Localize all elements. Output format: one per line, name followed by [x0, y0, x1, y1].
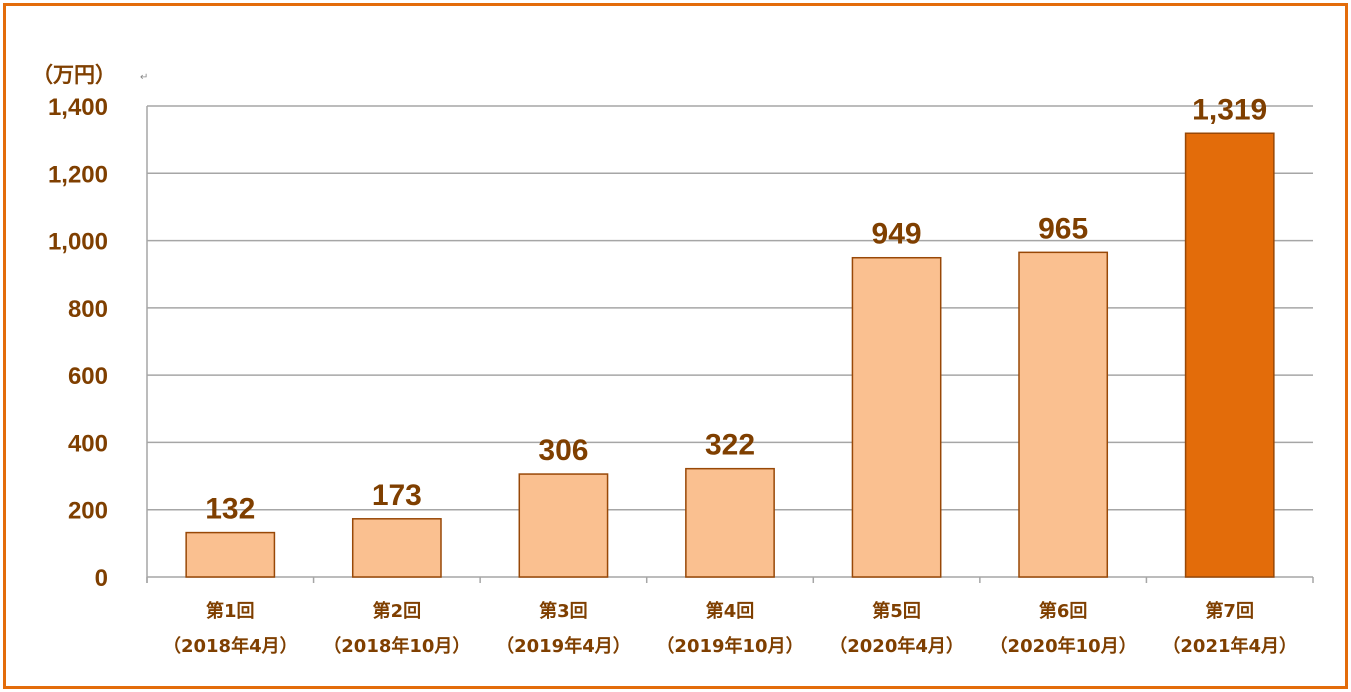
data-label: 949 — [872, 218, 922, 251]
x-tick-label: 第7回 — [1205, 600, 1254, 622]
bar — [185, 531, 276, 578]
data-labels: 132 173 306 322 949 965 1,319 — [205, 93, 1267, 525]
x-tick-labels: 第1回 （2018年4月） 第2回 （2018年10月） 第3回 （2019年4月） 第4回… — [163, 600, 1297, 657]
x-tick-label: 第2回 — [373, 600, 422, 622]
bar — [685, 467, 775, 578]
bar — [1184, 132, 1275, 578]
y-tick-label: 1,000 — [48, 229, 108, 256]
y-tick-label: 200 — [68, 498, 108, 525]
y-unit-label: （万円） — [32, 63, 116, 87]
x-tick-label: 第6回 — [1039, 600, 1088, 622]
x-tick-sublabel: （2019年4月） — [496, 635, 631, 657]
x-tick-sublabel: （2018年10月） — [323, 635, 470, 657]
x-tick-label: 第3回 — [539, 600, 588, 622]
bar — [518, 473, 609, 578]
y-tick-labels: 0 200 400 600 800 1,000 1,200 1,400 — [48, 94, 108, 592]
bar — [351, 518, 442, 578]
data-label: 965 — [1038, 212, 1088, 245]
y-tick-label: 0 — [95, 565, 108, 592]
data-label: 173 — [372, 479, 422, 512]
data-label: 322 — [705, 429, 755, 462]
bars — [185, 132, 1275, 578]
x-tick-label: 第5回 — [872, 600, 921, 622]
x-tick-sublabel: （2020年4月） — [829, 635, 964, 657]
x-tick-sublabel: （2021年4月） — [1162, 635, 1297, 657]
x-tick-sublabel: （2019年10月） — [656, 635, 803, 657]
y-tick-label: 1,200 — [48, 161, 108, 188]
x-tick-sublabel: （2018年4月） — [163, 635, 298, 657]
x-tick-label: 第4回 — [706, 600, 755, 622]
y-tick-label: 800 — [68, 296, 108, 323]
data-label: 306 — [538, 434, 588, 467]
data-label: 132 — [205, 493, 255, 526]
y-tick-label: 600 — [68, 363, 108, 390]
data-label: 1,319 — [1192, 93, 1267, 126]
x-tick-sublabel: （2020年10月） — [990, 635, 1137, 657]
x-tick-label: 第1回 — [206, 600, 255, 622]
gridlines — [147, 105, 1313, 511]
paragraph-mark: ↵ — [140, 72, 148, 83]
y-tick-label: 400 — [68, 430, 108, 457]
bar — [1018, 251, 1109, 578]
y-tick-label: 1,400 — [48, 94, 108, 121]
bar — [851, 256, 942, 578]
